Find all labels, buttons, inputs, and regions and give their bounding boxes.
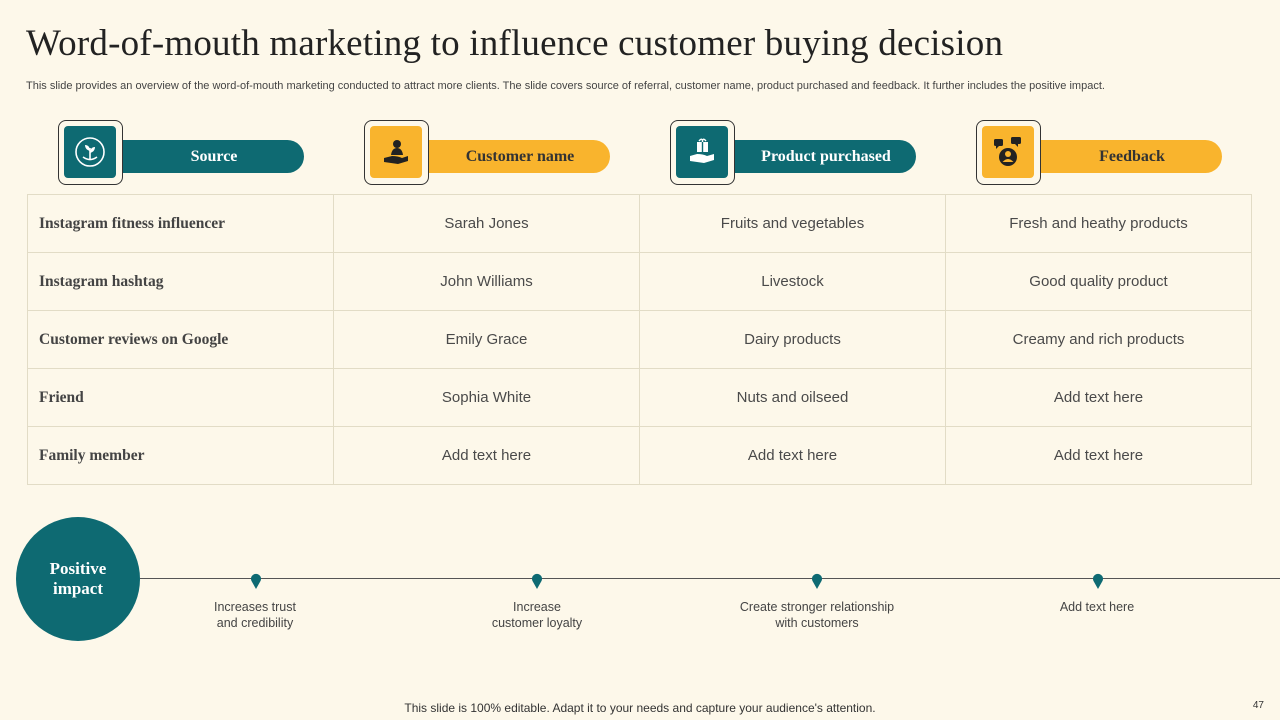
impact-item: Increases trust and credibility	[214, 600, 296, 630]
header-source: Source	[58, 120, 308, 188]
source-cell: Instagram fitness influencer	[27, 194, 334, 253]
footer-note: This slide is 100% editable. Adapt it to…	[404, 701, 876, 715]
source-cell: Customer reviews on Google	[27, 310, 334, 369]
location-pin-icon	[532, 573, 542, 589]
product-cell: Fruits and vegetables	[639, 194, 946, 253]
table-row: Friend Sophia White Nuts and oilseed Add…	[27, 368, 1252, 427]
header-feedback: Feedback	[976, 120, 1226, 188]
impact-item: Increase customer loyalty	[491, 600, 583, 630]
customer-cell: Sarah Jones	[333, 194, 640, 253]
header-product-purchased: Product purchased	[670, 120, 920, 188]
feedback-cell: Add text here	[945, 368, 1252, 427]
plant-hand-icon	[64, 126, 116, 178]
feedback-cell: Good quality product	[945, 252, 1252, 311]
person-hand-icon	[370, 126, 422, 178]
impact-item: Create stronger relationship with custom…	[739, 600, 895, 630]
impact-label-line2: impact	[52, 579, 104, 598]
product-cell: Dairy products	[639, 310, 946, 369]
customer-cell: Emily Grace	[333, 310, 640, 369]
referral-table: Instagram fitness influencer Sarah Jones…	[27, 194, 1252, 485]
header-customer-name: Customer name	[364, 120, 614, 188]
feedback-cell: Creamy and rich products	[945, 310, 1252, 369]
header-customer-label: Customer name	[420, 140, 610, 173]
location-pin-icon	[1093, 573, 1103, 589]
customer-cell: Add text here	[333, 426, 640, 485]
product-cell: Add text here	[639, 426, 946, 485]
source-cell: Family member	[27, 426, 334, 485]
table-header-row: Source Customer name	[0, 120, 1280, 190]
location-pin-icon	[251, 573, 261, 589]
positive-impact-circle: Positive impact	[16, 517, 140, 641]
gift-hand-icon	[676, 126, 728, 178]
feedback-cell: Add text here	[945, 426, 1252, 485]
header-feedback-label: Feedback	[1032, 140, 1222, 173]
header-product-label: Product purchased	[726, 140, 916, 173]
table-row: Family member Add text here Add text her…	[27, 426, 1252, 485]
customer-cell: John Williams	[333, 252, 640, 311]
source-cell: Friend	[27, 368, 334, 427]
slide-title: Word-of-mouth marketing to influence cus…	[26, 23, 1004, 64]
table-row: Instagram fitness influencer Sarah Jones…	[27, 194, 1252, 253]
slide-subtitle: This slide provides an overview of the w…	[26, 80, 1105, 92]
table-row: Instagram hashtag John Williams Livestoc…	[27, 252, 1252, 311]
source-cell: Instagram hashtag	[27, 252, 334, 311]
impact-timeline-line	[140, 578, 1280, 579]
impact-item: Add text here	[1059, 600, 1135, 614]
location-pin-icon	[812, 573, 822, 589]
feedback-cell: Fresh and heathy products	[945, 194, 1252, 253]
table-row: Customer reviews on Google Emily Grace D…	[27, 310, 1252, 369]
impact-label-line1: Positive	[49, 559, 107, 578]
product-cell: Nuts and oilseed	[639, 368, 946, 427]
product-cell: Livestock	[639, 252, 946, 311]
page-number: 47	[1252, 700, 1264, 711]
customer-cell: Sophia White	[333, 368, 640, 427]
header-source-label: Source	[114, 140, 304, 173]
user-chat-icon	[982, 126, 1034, 178]
